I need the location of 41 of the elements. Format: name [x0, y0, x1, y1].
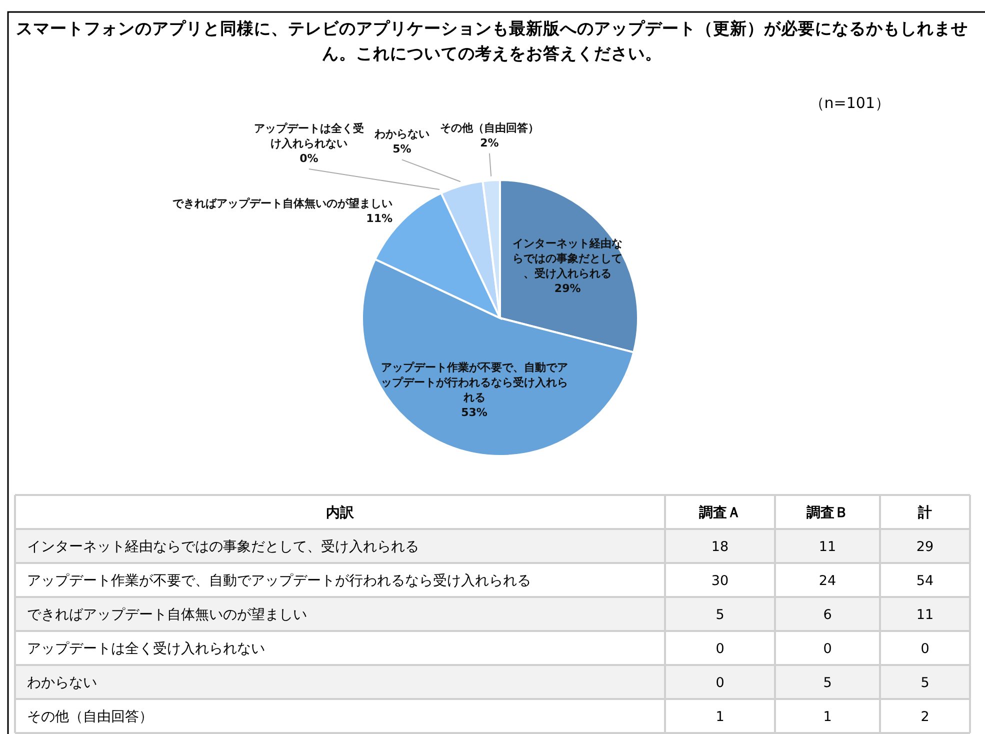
category-label: アップデート作業が不要で、自動でアップデートが行われるなら受け入れられる: [27, 573, 531, 589]
data-label: 5: [823, 675, 832, 691]
data-label: 0: [823, 641, 832, 657]
category-label: その他（自由回答）: [27, 709, 153, 725]
text: 0%: [300, 152, 318, 165]
data-label: 29%: [554, 282, 581, 296]
category-label: できればアップデート自体無いのが望ましい: [27, 607, 307, 623]
data-label: 5: [716, 607, 724, 623]
data-label: 11: [916, 607, 934, 623]
data-label: 1: [716, 709, 724, 725]
data-label: 2: [920, 709, 930, 725]
category-label: アップデートは全く受け入れられない: [27, 641, 265, 657]
data-label: 2%: [480, 136, 499, 150]
data-label: 54: [916, 573, 934, 589]
data-label: 0: [920, 641, 930, 657]
text: （n=101）: [809, 94, 890, 112]
series-label: 調査Ａ: [699, 504, 741, 521]
text: 計: [917, 505, 932, 521]
slice-label: その他（自由回答）: [440, 121, 539, 134]
category-label: インターネット経由ならではの事象だとして、受け入れられる: [27, 539, 419, 555]
chart-title: スマートフォンのアプリと同様に、テレビのアプリケーションも最新版へのアップデート（更新）が必要になるかもしれません。これについての考えをお答えください。: [16, 19, 968, 63]
data-label: 0: [716, 641, 724, 657]
data-label: 18: [711, 539, 729, 555]
data-label: 5%: [392, 142, 412, 156]
category-label: わからない: [27, 675, 97, 691]
text: 内訳: [326, 505, 355, 521]
data-label: 0: [716, 675, 724, 691]
data-label: 53%: [461, 406, 488, 419]
data-label: 30: [711, 573, 729, 589]
data-label: 11%: [366, 212, 393, 226]
category-label: アップデートは全く受け入れられない: [254, 122, 364, 150]
slice-label: わからない: [373, 128, 430, 141]
slice-label: できればアップデート自体無いのが望ましい: [172, 197, 393, 210]
text: 調査Ｂ: [806, 504, 848, 521]
data-label: 1: [823, 709, 832, 725]
slice-label: アップデート作業が不要で、自動でアップデートが行われるなら受け入れられる: [380, 360, 568, 404]
data-label: 6: [823, 607, 832, 623]
data-label: 11: [818, 539, 836, 555]
data-label: 24: [818, 573, 836, 589]
data-label: 29: [916, 539, 934, 555]
data-label: 5: [920, 675, 930, 691]
